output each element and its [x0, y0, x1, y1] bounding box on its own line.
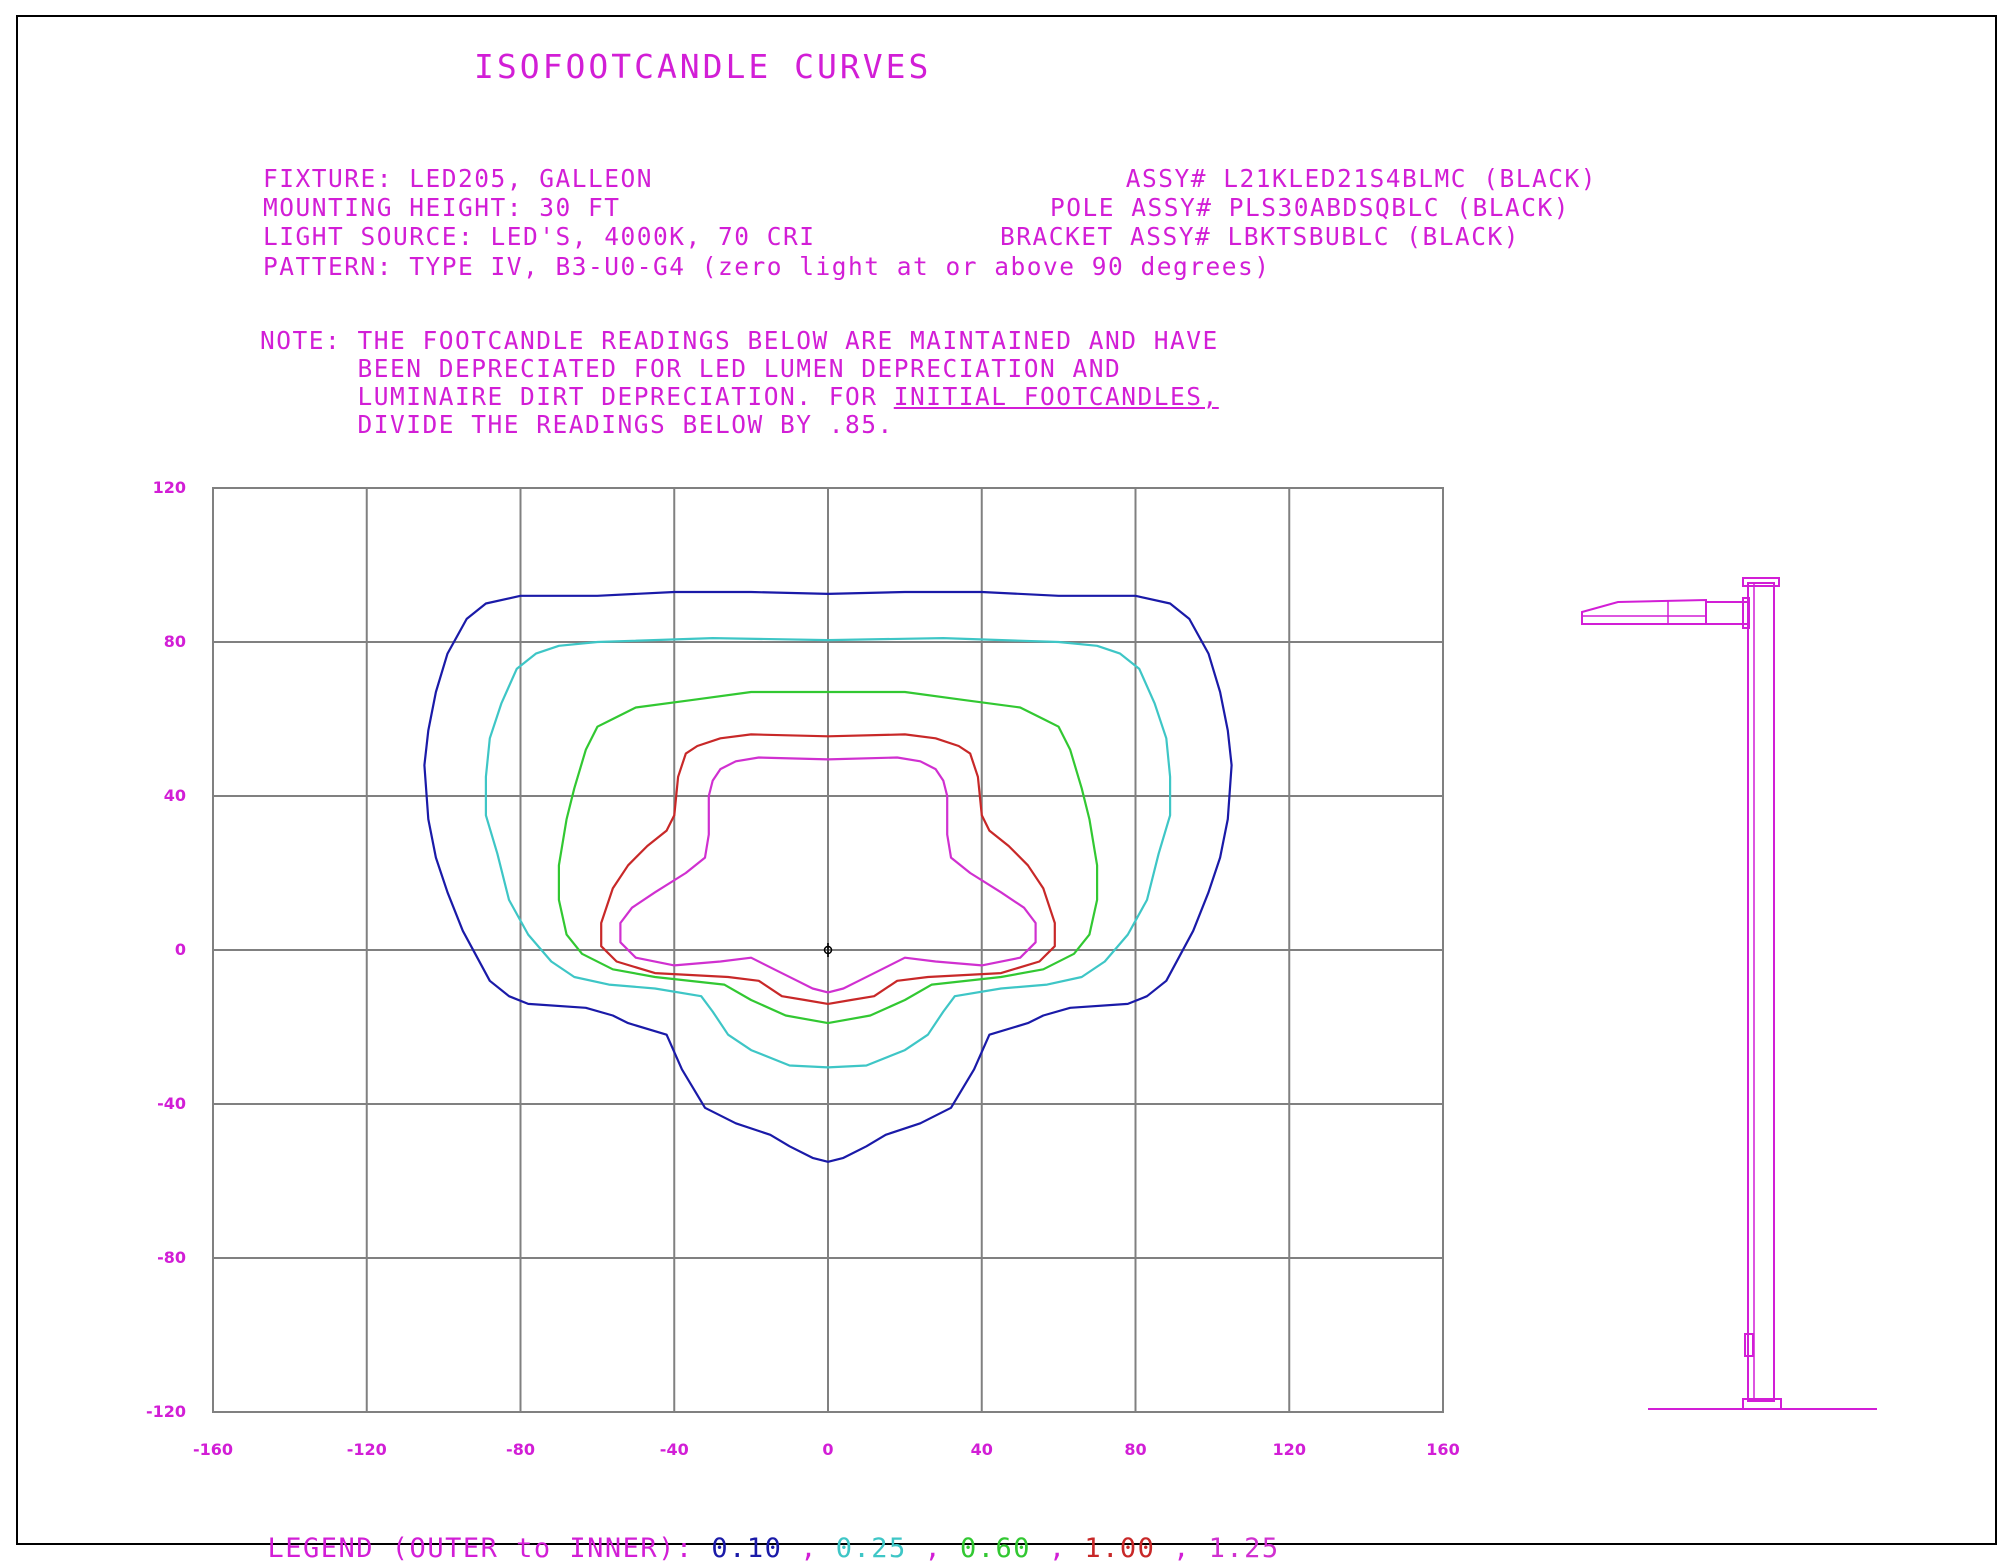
note-line-1: NOTE: THE FOOTCANDLE READINGS BELOW ARE … [260, 326, 1219, 355]
y-tick-label: -40 [157, 1094, 186, 1113]
drawing-frame [16, 15, 1997, 1545]
legend-item-3: 1.00 [1084, 1533, 1156, 1564]
note-line-4: DIVIDE THE READINGS BELOW BY .85. [260, 410, 894, 439]
y-tick-label: 120 [152, 478, 186, 497]
legend-sep: , [1031, 1533, 1085, 1564]
x-tick-label: 80 [1124, 1440, 1147, 1459]
isoline-0.10 [423, 590, 1233, 1163]
legend-item-2: 0.60 [960, 1533, 1032, 1564]
pole-drawing [1581, 577, 1877, 1410]
legend-sep: , [1155, 1533, 1209, 1564]
x-tick-label: -120 [346, 1440, 387, 1459]
origin-marker [823, 943, 833, 957]
bracket-arm [1705, 601, 1749, 625]
note-initial-footcandles: INITIAL FOOTCANDLES, [893, 382, 1219, 411]
luminaire-head [1581, 598, 1707, 625]
y-tick-label: 80 [163, 632, 186, 651]
x-tick-label: -80 [506, 1440, 535, 1459]
header-fixture: FIXTURE: LED205, GALLEON [263, 164, 654, 193]
y-tick-label: -80 [157, 1248, 186, 1267]
pole-handhole [1744, 1333, 1754, 1357]
header-pole-assy: POLE ASSY# PLS30ABDSQBLC (BLACK) [1049, 193, 1570, 222]
chart-curves [423, 590, 1233, 1163]
isoline-0.60 [557, 690, 1099, 1025]
y-tick-label: 40 [163, 786, 186, 805]
header-light-source: LIGHT SOURCE: LED'S, 4000K, 70 CRI [263, 222, 816, 251]
y-tick-label: 0 [174, 940, 186, 959]
header-mounting-height: MOUNTING HEIGHT: 30 FT [263, 193, 621, 222]
legend: LEGEND (OUTER to INNER): 0.10 , 0.25 , 0… [232, 1502, 1280, 1564]
header-pattern: PATTERN: TYPE IV, B3-U0-G4 (zero light a… [263, 252, 1271, 281]
x-tick-label: 0 [822, 1440, 834, 1459]
legend-item-4: 1.25 [1208, 1533, 1280, 1564]
isoline-1.25 [619, 756, 1037, 994]
page-title: ISOFOOTCANDLE CURVES [474, 47, 932, 86]
legend-label: LEGEND (OUTER to INNER): [267, 1533, 712, 1564]
x-tick-label: -40 [659, 1440, 689, 1459]
legend-item-0: 0.10 [711, 1533, 783, 1564]
x-tick-label: 120 [1272, 1440, 1306, 1459]
y-tick-label: -120 [145, 1402, 186, 1421]
legend-sep: , [906, 1533, 961, 1564]
header-bracket-assy: BRACKET ASSY# LBKTSBUBLC (BLACK) [999, 222, 1520, 251]
plot-border [212, 487, 1444, 1413]
chart-grid [212, 487, 1444, 1413]
note-line-3: LUMINAIRE DIRT DEPRECIATION. FOR INITIAL… [260, 382, 1219, 412]
isoline-0.25 [484, 637, 1172, 1069]
header-assy: ASSY# L21KLED21S4BLMC (BLACK) [1125, 164, 1597, 193]
note-line-2: BEEN DEPRECIATED FOR LED LUMEN DEPRECIAT… [260, 354, 1122, 383]
x-tick-label: -160 [192, 1440, 234, 1459]
bracket-mount [1742, 597, 1750, 629]
pole-shaft [1747, 582, 1775, 1402]
legend-sep: , [782, 1533, 836, 1564]
note-line-3-text: LUMINAIRE DIRT DEPRECIATION. FOR [260, 382, 894, 411]
isoline-1.00 [600, 733, 1056, 1005]
pole-cap [1742, 577, 1780, 587]
x-tick-label: 40 [970, 1440, 993, 1459]
x-tick-label: 160 [1426, 1440, 1460, 1459]
legend-item-1: 0.25 [835, 1533, 907, 1564]
